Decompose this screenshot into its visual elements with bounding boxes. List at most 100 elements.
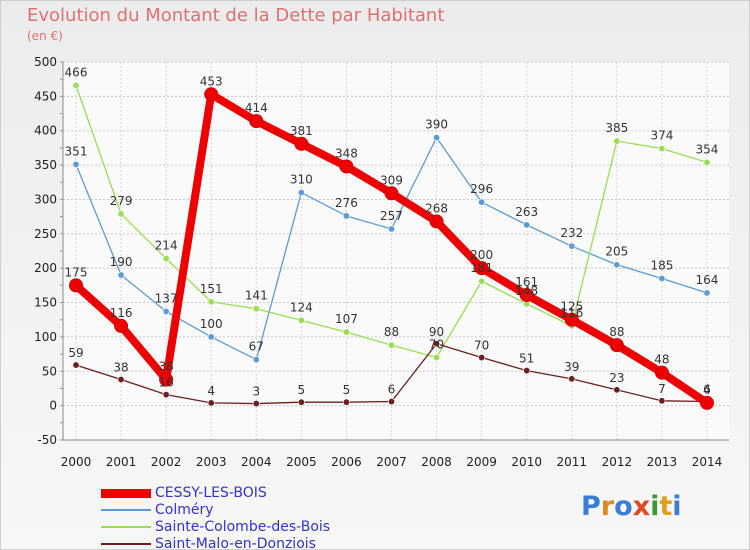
data-point-saint-malo-en-donziois	[568, 375, 576, 383]
x-tick-label: 2006	[331, 455, 362, 469]
y-tick-label: 200	[34, 261, 57, 275]
data-label-saint-malo-en-donziois: 5	[298, 383, 306, 397]
data-point-saint-malo-en-donziois	[433, 340, 441, 348]
x-tick-label: 2003	[196, 455, 227, 469]
data-point-saint-malo-en-donziois	[342, 398, 350, 406]
data-point-saint-malo-en-donziois	[523, 367, 531, 375]
data-label-cessy-les-bois: 309	[380, 173, 403, 187]
data-point-cessy-les-bois	[339, 159, 354, 174]
data-point-sainte-colombe-des-bois	[207, 298, 215, 306]
data-point-cessy-les-bois	[249, 114, 264, 129]
data-point-sainte-colombe-des-bois	[387, 341, 395, 349]
data-label-saint-malo-en-donziois: 39	[564, 360, 579, 374]
logo-letter: t	[659, 491, 673, 522]
data-point-colmery	[613, 261, 621, 269]
data-label-cessy-les-bois: 161	[515, 275, 538, 289]
data-label-colmery: 190	[110, 255, 133, 269]
data-point-sainte-colombe-des-bois	[478, 277, 486, 285]
data-point-colmery	[207, 333, 215, 341]
data-point-saint-malo-en-donziois	[162, 391, 170, 399]
data-label-colmery: 390	[425, 118, 448, 132]
data-label-sainte-colombe-des-bois: 385	[605, 121, 628, 135]
data-point-sainte-colombe-des-bois	[433, 354, 441, 362]
x-tick-label: 2000	[61, 455, 92, 469]
data-point-cessy-les-bois	[384, 186, 399, 201]
data-point-sainte-colombe-des-bois	[72, 81, 80, 89]
legend-swatch	[101, 543, 151, 545]
data-label-sainte-colombe-des-bois: 148	[515, 284, 538, 298]
data-label-colmery: 296	[470, 182, 493, 196]
data-label-colmery: 310	[290, 173, 313, 187]
data-point-saint-malo-en-donziois	[478, 354, 486, 362]
x-tick-label: 2013	[647, 455, 678, 469]
data-point-cessy-les-bois	[159, 372, 174, 387]
data-point-sainte-colombe-des-bois	[117, 210, 125, 218]
data-label-saint-malo-en-donziois: 16	[158, 376, 173, 390]
data-point-cessy-les-bois	[519, 287, 534, 302]
data-label-cessy-les-bois: 48	[654, 353, 669, 367]
y-tick-label: 400	[34, 124, 57, 138]
data-point-sainte-colombe-des-bois	[297, 316, 305, 324]
data-label-sainte-colombe-des-bois: 151	[200, 282, 223, 296]
data-label-colmery: 164	[696, 273, 719, 287]
x-tick-label: 2007	[376, 455, 407, 469]
data-label-saint-malo-en-donziois: 5	[343, 383, 351, 397]
proxiti-logo: Proxiti	[581, 491, 682, 522]
data-point-cessy-les-bois	[114, 318, 129, 333]
data-point-colmery	[387, 225, 395, 233]
data-point-cessy-les-bois	[474, 261, 489, 276]
data-label-colmery: 351	[65, 144, 88, 158]
data-point-saint-malo-en-donziois	[117, 376, 125, 384]
legend-swatch	[101, 526, 151, 528]
data-label-cessy-les-bois: 116	[110, 306, 133, 320]
chart-subtitle: (en €)	[27, 29, 63, 43]
y-tick-label: 450	[34, 89, 57, 103]
data-label-cessy-les-bois: 4	[703, 383, 711, 397]
data-point-saint-malo-en-donziois	[72, 361, 80, 369]
data-label-colmery: 100	[200, 317, 223, 331]
data-point-saint-malo-en-donziois	[252, 400, 260, 408]
data-point-colmery	[342, 212, 350, 220]
data-point-sainte-colombe-des-bois	[658, 145, 666, 153]
data-label-sainte-colombe-des-bois: 141	[245, 289, 268, 303]
data-label-colmery: 137	[155, 291, 178, 305]
x-tick-label: 2009	[466, 455, 497, 469]
data-label-colmery: 257	[380, 209, 403, 223]
line-chart: -50 0 50 100 150 200 250 300 350 400 450 500 2000 200…	[34, 55, 729, 469]
data-point-colmery	[297, 189, 305, 197]
data-point-saint-malo-en-donziois	[387, 398, 395, 406]
y-tick-label: 500	[34, 55, 57, 69]
data-label-saint-malo-en-donziois: 51	[519, 352, 534, 366]
data-label-colmery: 263	[515, 205, 538, 219]
logo-letter: o	[614, 491, 633, 522]
data-point-colmery	[568, 242, 576, 250]
y-tick-label: 350	[34, 158, 57, 172]
data-label-cessy-les-bois: 175	[65, 265, 88, 279]
data-label-cessy-les-bois: 200	[470, 248, 493, 262]
logo-letter: i	[650, 491, 660, 522]
data-label-sainte-colombe-des-bois: 116	[560, 306, 583, 320]
legend-label: Colméry	[155, 502, 214, 518]
logo-letter: i	[672, 491, 682, 522]
data-label-cessy-les-bois: 125	[560, 300, 583, 314]
y-tick-label: 50	[42, 364, 57, 378]
x-tick-label: 2001	[106, 455, 137, 469]
x-tick-label: 2014	[692, 455, 723, 469]
x-tick-label: 2012	[602, 455, 633, 469]
data-point-cessy-les-bois	[294, 136, 309, 151]
x-tick-label: 2005	[286, 455, 317, 469]
data-point-cessy-les-bois	[564, 312, 579, 327]
data-label-saint-malo-en-donziois: 23	[609, 371, 624, 385]
y-tick-label: 0	[49, 399, 57, 413]
data-point-colmery	[72, 160, 80, 168]
data-label-cessy-les-bois: 348	[335, 146, 358, 160]
data-label-sainte-colombe-des-bois: 181	[470, 261, 493, 275]
logo-letter: r	[600, 491, 615, 522]
y-tick-label: -50	[37, 433, 57, 447]
data-point-cessy-les-bois	[429, 214, 444, 229]
data-point-colmery	[162, 307, 170, 315]
x-tick-label: 2008	[421, 455, 452, 469]
y-tick-label: 300	[34, 192, 57, 206]
data-label-cessy-les-bois: 453	[200, 74, 223, 88]
